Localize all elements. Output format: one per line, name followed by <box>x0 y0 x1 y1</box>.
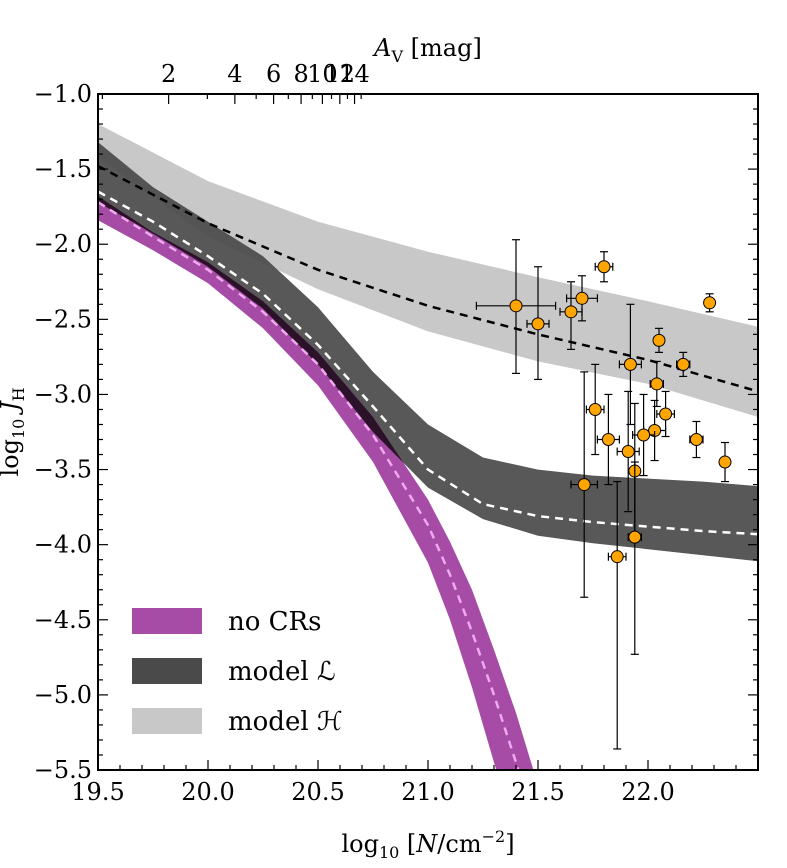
top-tick-label: 10 <box>307 60 338 88</box>
plot-area <box>98 124 758 770</box>
top-tick-label: 12 <box>325 60 356 88</box>
data-point-5 <box>594 251 614 283</box>
data-point-8 <box>618 303 643 426</box>
point-marker <box>610 550 624 564</box>
data-point-22 <box>607 480 627 750</box>
band-model-l <box>98 142 758 562</box>
point-marker <box>659 407 673 421</box>
top-tick-label: 14 <box>339 60 370 88</box>
y-tick-label: −4.5 <box>34 606 92 634</box>
y-tick-label: −5.0 <box>34 681 92 709</box>
legend-item-1: no CRs <box>132 607 321 637</box>
x-tick-label: 19.5 <box>71 778 124 806</box>
data-point-21 <box>627 461 643 655</box>
band-model-h <box>98 124 758 417</box>
data-points-layer <box>475 239 732 750</box>
data-point-13 <box>642 399 667 462</box>
x-tick-label: 20.0 <box>181 778 234 806</box>
y-tick-label: −2.5 <box>34 305 92 333</box>
point-marker <box>652 333 666 347</box>
legend-swatch <box>132 658 202 684</box>
top-tick-label: 8 <box>293 60 308 88</box>
y-tick-label: −3.5 <box>34 456 92 484</box>
point-marker <box>676 357 690 371</box>
data-point-14 <box>631 393 656 477</box>
y-axis-title: log10 JH <box>0 387 28 476</box>
data-point-7 <box>652 327 666 353</box>
point-marker <box>621 445 635 459</box>
y-tick-label: −3.0 <box>34 380 92 408</box>
data-point-17 <box>689 420 704 459</box>
legend-label: model ℋ <box>228 707 343 737</box>
data-point-1 <box>475 239 557 375</box>
x-tick-label: 20.5 <box>291 778 344 806</box>
legend-swatch <box>132 708 202 734</box>
point-marker <box>637 428 651 442</box>
data-point-20 <box>570 371 599 598</box>
legend: no CRs model ℒ model ℋ <box>132 607 343 737</box>
point-marker <box>588 402 602 416</box>
center-line-model-l <box>98 190 758 536</box>
y-tick-label: −4.0 <box>34 531 92 559</box>
point-marker <box>575 291 589 305</box>
data-point-18 <box>718 441 732 483</box>
y-tick-label: −1.5 <box>34 155 92 183</box>
data-point-15 <box>596 393 621 486</box>
data-point-3 <box>559 281 583 350</box>
point-marker <box>509 299 523 313</box>
top-axis-title: AV [mag] <box>372 34 482 66</box>
point-marker <box>601 433 615 447</box>
band-no-crs <box>98 196 534 770</box>
data-point-6 <box>703 293 717 313</box>
center-lines-layer <box>98 164 758 770</box>
x-tick-label: 21.0 <box>401 778 454 806</box>
point-marker <box>718 455 732 469</box>
point-marker <box>623 357 637 371</box>
y-tick-label: −5.5 <box>34 756 92 784</box>
ticks-layer <box>97 93 759 771</box>
data-point-11 <box>585 363 605 456</box>
center-line-no-crs <box>98 201 520 770</box>
tick-labels-layer: 19.5 20.0 20.5 21.0 21.5 22.0 −1.0 −1.5 −2.0 −2.5… <box>34 60 675 806</box>
bands-layer <box>98 124 758 770</box>
top-tick-label: 6 <box>266 60 281 88</box>
data-point-9 <box>675 351 691 378</box>
legend-item-2: model ℒ <box>132 657 336 687</box>
x-axis-title: log10 [N/cm−2] <box>341 827 514 862</box>
point-marker <box>628 530 642 544</box>
y-tick-label: −1.0 <box>34 80 92 108</box>
data-point-2 <box>526 266 550 381</box>
top-tick-label: 2 <box>161 60 176 88</box>
legend-label: model ℒ <box>228 657 336 687</box>
legend-swatch <box>132 608 202 634</box>
legend-item-3: model ℋ <box>132 707 343 737</box>
x-tick-label: 22.0 <box>621 778 674 806</box>
point-marker <box>531 317 545 331</box>
point-marker <box>650 377 664 391</box>
point-marker <box>703 296 717 310</box>
top-tick-label: 4 <box>227 60 242 88</box>
y-tick-label: −2.0 <box>34 230 92 258</box>
point-marker <box>689 433 703 447</box>
point-marker <box>577 478 591 492</box>
point-marker <box>597 260 611 274</box>
point-marker <box>564 305 578 319</box>
x-tick-label: 21.5 <box>511 778 564 806</box>
legend-label: no CRs <box>228 607 321 637</box>
data-point-4 <box>565 275 599 322</box>
